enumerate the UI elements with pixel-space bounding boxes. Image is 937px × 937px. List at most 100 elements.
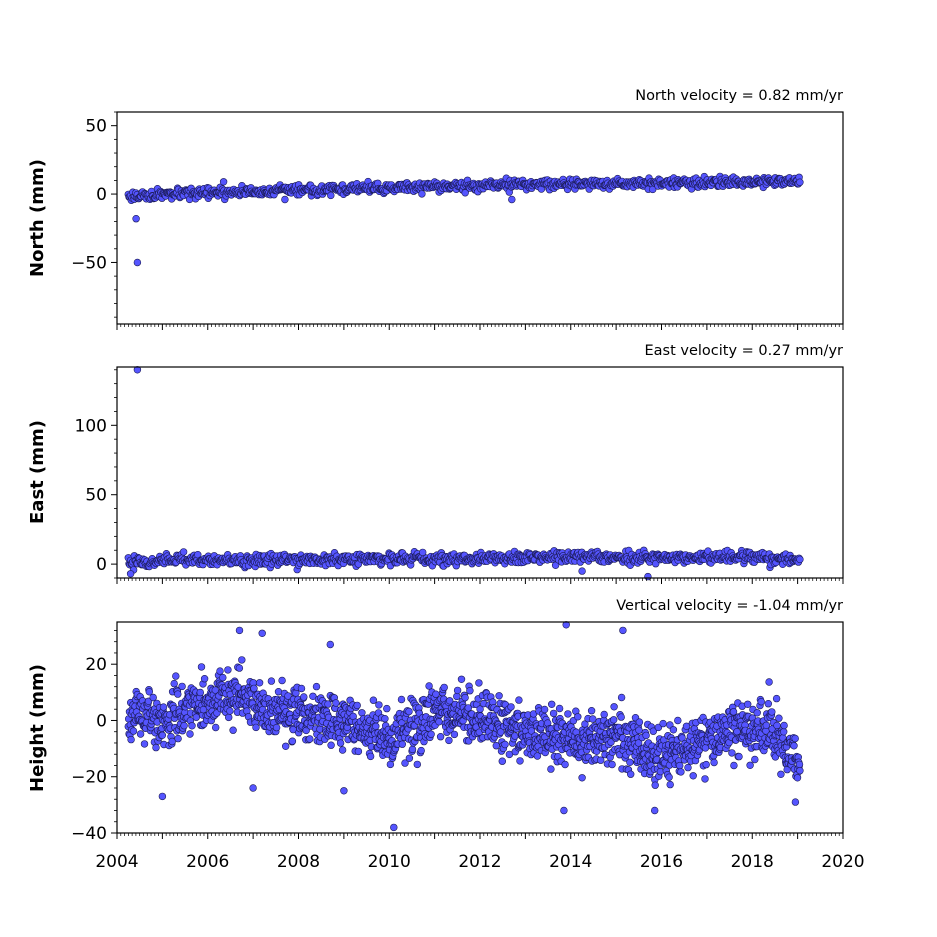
- east-ylabel: East (mm): [27, 420, 48, 524]
- height-point: [336, 739, 345, 747]
- height-outlier-point: [158, 792, 167, 801]
- height-point: [617, 693, 626, 702]
- height-point: [515, 696, 523, 704]
- height-point: [425, 682, 433, 690]
- height-point: [772, 694, 781, 703]
- height-point: [375, 701, 383, 709]
- height-point: [710, 758, 718, 767]
- height-point: [235, 664, 244, 672]
- height-point: [495, 692, 503, 700]
- north-points: [124, 172, 804, 267]
- height-point: [174, 734, 182, 743]
- height-point: [381, 714, 389, 723]
- height-point: [397, 695, 406, 704]
- height-point: [635, 718, 644, 726]
- east-ytick-label: 50: [85, 486, 107, 506]
- height-point: [689, 772, 697, 780]
- height-point: [383, 704, 391, 713]
- height-title: Vertical velocity = -1.04 mm/yr: [616, 598, 843, 614]
- north-ytick-label: −50: [71, 253, 107, 273]
- height-point: [172, 672, 180, 680]
- height-point: [674, 716, 682, 725]
- height-point: [728, 749, 736, 757]
- height-point: [751, 755, 759, 764]
- height-point: [332, 699, 340, 707]
- height-point: [398, 740, 406, 748]
- height-point: [666, 780, 674, 789]
- height-point: [159, 703, 168, 711]
- height-point: [408, 745, 417, 754]
- height-point: [561, 760, 569, 769]
- height-point: [665, 773, 673, 781]
- north-outlier-point: [132, 215, 140, 223]
- height-point: [596, 756, 605, 764]
- height-point: [219, 673, 227, 682]
- height-point: [702, 760, 710, 769]
- height-point: [180, 721, 188, 730]
- east-points: [124, 366, 804, 581]
- height-point: [675, 761, 684, 770]
- height-point: [746, 761, 754, 769]
- height-point: [507, 703, 515, 711]
- height-point: [793, 774, 802, 782]
- height-point: [453, 692, 461, 701]
- height-point: [651, 781, 659, 789]
- height-point: [413, 760, 421, 769]
- height-point: [238, 656, 246, 664]
- height-ytick-label: 0: [96, 711, 107, 731]
- height-point: [196, 688, 205, 697]
- height-point: [461, 693, 469, 702]
- height-point: [765, 678, 773, 686]
- north-title: North velocity = 0.82 mm/yr: [635, 88, 843, 104]
- height-point: [405, 707, 413, 716]
- height-point: [197, 663, 206, 671]
- height-point: [353, 701, 361, 710]
- height-point: [278, 676, 286, 685]
- east-title: East velocity = 0.27 mm/yr: [644, 343, 843, 359]
- height-point: [659, 719, 667, 728]
- height-point: [226, 707, 234, 715]
- north-outlier-point: [133, 258, 142, 267]
- height-point: [475, 679, 483, 687]
- height-point: [186, 730, 194, 738]
- height-point: [453, 686, 462, 695]
- height-xtick-label: 2020: [821, 852, 864, 872]
- height-point: [338, 746, 347, 754]
- height-point: [466, 686, 474, 695]
- height-point: [589, 715, 597, 723]
- height-outlier-point: [390, 823, 398, 832]
- height-point: [140, 740, 149, 748]
- height-point: [170, 679, 178, 688]
- height-point: [574, 713, 582, 721]
- height-point: [188, 722, 196, 730]
- height-point: [225, 713, 233, 722]
- height-point: [436, 732, 445, 741]
- height-point: [354, 747, 363, 756]
- height-point: [386, 760, 395, 769]
- height-point: [366, 752, 375, 761]
- height-point: [768, 708, 776, 716]
- height-point: [297, 684, 306, 693]
- height-point: [312, 682, 321, 691]
- height-point: [212, 723, 220, 732]
- height-point: [136, 730, 145, 738]
- height-point: [450, 730, 459, 739]
- height-point: [796, 766, 804, 775]
- height-point: [457, 675, 466, 683]
- height-point: [427, 730, 435, 738]
- height-point: [547, 700, 556, 708]
- height-xtick-label: 2006: [186, 852, 229, 872]
- height-point: [743, 700, 752, 708]
- height-xtick-label: 2010: [368, 852, 411, 872]
- height-point: [358, 709, 366, 717]
- height-point: [511, 732, 519, 740]
- north-panel: North velocity = 0.82 mm/yr North (mm) −…: [27, 88, 844, 330]
- height-point: [129, 727, 138, 735]
- height-point: [753, 709, 761, 717]
- height-outlier-point: [560, 806, 568, 815]
- height-point: [600, 710, 608, 719]
- height-point: [790, 742, 798, 750]
- east-ytick-label: 0: [96, 555, 107, 575]
- height-outlier-point: [326, 640, 334, 649]
- height-point: [229, 726, 237, 734]
